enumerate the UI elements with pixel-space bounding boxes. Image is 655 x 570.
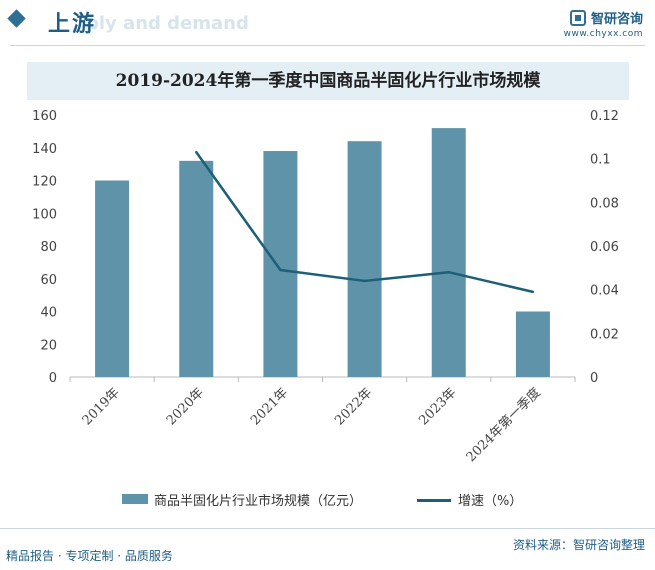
footer-divider (0, 528, 655, 529)
left-tick-label: 80 (40, 240, 57, 255)
right-tick-label: 0.04 (590, 284, 619, 299)
category-label: 2020年 (164, 385, 207, 428)
footer-tagline: 精品报告 · 专项定制 · 品质服务 (6, 549, 173, 563)
left-tick-label: 60 (40, 273, 57, 288)
footer-source: 资料来源：智研咨询整理 (512, 538, 645, 552)
line-point (195, 150, 198, 154)
diamond-icon (7, 9, 26, 28)
left-tick-label: 40 (40, 306, 57, 321)
bar (515, 311, 550, 377)
right-tick-label: 0.06 (590, 240, 619, 255)
chart-title: 2019-2024年第一季度中国商品半固化片行业市场规模 (27, 62, 629, 100)
left-tick-label: 0 (49, 371, 57, 386)
line-point (531, 290, 535, 294)
left-tick-label: 140 (32, 142, 57, 157)
category-label: 2019年 (80, 385, 123, 428)
bar (95, 180, 130, 377)
right-tick-label: 0.1 (590, 153, 611, 168)
left-tick-label: 160 (32, 109, 57, 124)
brand-logo-icon (569, 9, 586, 26)
bar (179, 160, 214, 377)
category-label: 2022年 (332, 385, 375, 428)
legend-bar-label: 商品半固化片行业市场规模（亿元） (154, 494, 363, 509)
legend-bar-swatch (122, 494, 148, 504)
header-divider (10, 45, 645, 46)
brand-name: 智研咨询 (590, 12, 643, 27)
legend: 商品半固化片行业市场规模（亿元） 增速（%） (0, 488, 655, 510)
right-tick-label: 0 (590, 371, 598, 386)
category-label: 2023年 (416, 385, 459, 428)
bar (347, 141, 382, 377)
category-labels: 2019年 2020年 2021年 2022年 2023年 2024年第一季度 (69, 377, 576, 466)
left-axis: 0 20 40 60 80 100 120 140 160 (32, 109, 57, 386)
right-tick-label: 0.08 (590, 196, 619, 211)
legend-line-swatch (417, 499, 451, 502)
line-point (363, 279, 366, 283)
left-tick-label: 120 (32, 175, 57, 190)
bar (263, 151, 298, 377)
line-point (447, 271, 450, 274)
category-label: 2024年第一季度 (463, 385, 544, 466)
left-tick-label: 20 (40, 338, 57, 353)
header-ghost-text: ply and demand (86, 13, 249, 34)
line-series (195, 150, 535, 294)
bar-series (95, 128, 550, 377)
brand-url: www.chyxx.com (563, 29, 643, 39)
section-title: 上游 (48, 12, 97, 37)
right-axis: 0 0.02 0.04 0.06 0.08 0.1 0.12 (590, 109, 619, 386)
left-tick-label: 100 (32, 207, 57, 222)
header-bar: ply and demand 上游 智研咨询 www.chyxx.com (0, 0, 655, 44)
category-label: 2021年 (248, 385, 291, 428)
right-tick-label: 0.02 (590, 327, 619, 342)
bar (431, 128, 466, 377)
legend-line-label: 增速（%） (458, 494, 523, 509)
brand-block: 智研咨询 www.chyxx.com (564, 8, 643, 39)
line-point (279, 268, 282, 272)
right-tick-label: 0.12 (590, 109, 619, 124)
